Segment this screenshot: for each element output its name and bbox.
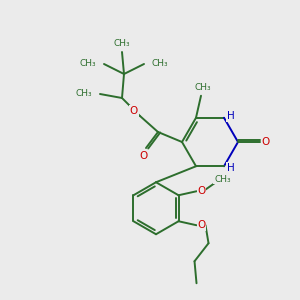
Text: O: O xyxy=(197,186,206,196)
Text: CH₃: CH₃ xyxy=(152,59,169,68)
Text: CH₃: CH₃ xyxy=(214,175,231,184)
Text: H: H xyxy=(227,163,235,173)
Text: CH₃: CH₃ xyxy=(75,89,92,98)
Text: O: O xyxy=(262,137,270,147)
Text: CH₃: CH₃ xyxy=(195,83,211,92)
Text: H: H xyxy=(227,111,235,121)
Text: CH₃: CH₃ xyxy=(114,40,130,49)
Text: O: O xyxy=(139,151,147,161)
Text: O: O xyxy=(197,220,206,230)
Text: O: O xyxy=(130,106,138,116)
Text: CH₃: CH₃ xyxy=(80,59,96,68)
